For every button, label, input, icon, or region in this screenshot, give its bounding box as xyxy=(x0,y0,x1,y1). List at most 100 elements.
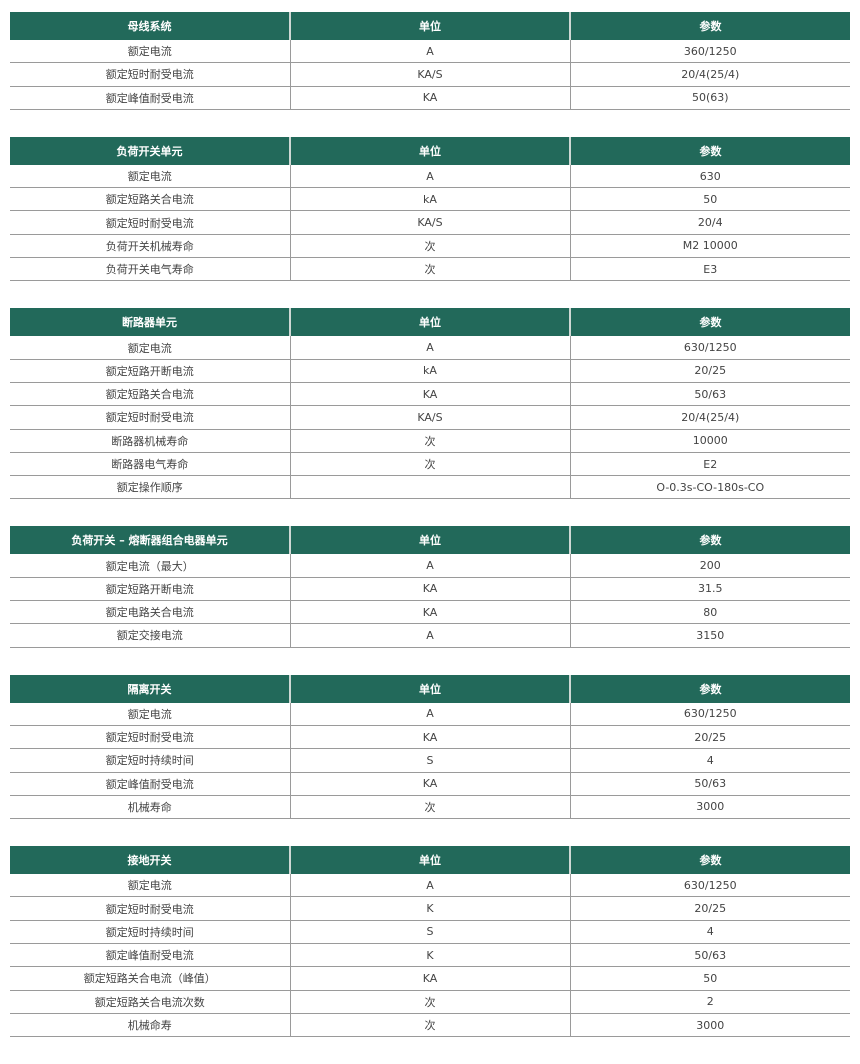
spec-table: 母线系统 单位 参数 额定电流 A 360/1250 额定短时耐受电流 KA/S 20/4(25… xyxy=(10,12,850,110)
param-value: 630/1250 xyxy=(569,336,850,360)
param-value: 50/63 xyxy=(569,943,850,968)
item-name: 负荷开关机械寿命 xyxy=(10,234,290,259)
table-row: 断路器机械寿命次 10000 xyxy=(10,429,850,453)
item-name: 额定短时持续时间 xyxy=(10,920,290,945)
table-header-row: 隔离开关 单位 参数 xyxy=(10,674,850,703)
item-name: 额定电流 xyxy=(10,336,290,360)
unit-cell: kA xyxy=(289,187,570,212)
table-row: 额定电流 A 360/1250 xyxy=(10,40,850,64)
table-row: 额定短路关合电流 kA 50 xyxy=(10,187,850,212)
param-value: 3000 xyxy=(569,795,850,820)
table-row: 额定短路关合电流（峰值） KA 50 xyxy=(10,966,850,991)
unit-cell: S xyxy=(289,920,570,945)
param-value: 50(63) xyxy=(569,86,850,110)
table-row: 额定短时持续时间 S 4 xyxy=(10,920,850,945)
unit-cell: KA/S xyxy=(289,405,570,430)
item-name: 额定短时耐受电流 xyxy=(10,405,290,430)
unit-cell: S xyxy=(289,748,570,773)
unit-header: 单位 xyxy=(289,308,570,337)
table-row: 额定峰值耐受电流 K 50/63 xyxy=(10,943,850,968)
unit-cell: A xyxy=(289,336,570,360)
item-name: 额定短时耐受电流 xyxy=(10,725,290,750)
table-row: 额定短时耐受电流 KA/S 20/4(25/4) xyxy=(10,405,850,430)
table-header-row: 母线系统 单位 参数 xyxy=(10,12,850,40)
table-row: 额定电流 A 630/1250 xyxy=(10,702,850,726)
param-value: 630/1250 xyxy=(569,874,850,898)
table-row: 额定电流 A 630 xyxy=(10,164,850,189)
unit-header: 单位 xyxy=(289,846,570,875)
param-header: 参数 xyxy=(569,846,850,875)
item-name: 机械寿命 xyxy=(10,795,290,820)
param-value: 360/1250 xyxy=(569,40,850,64)
item-name: 额定峰值耐受电流 xyxy=(10,943,290,968)
unit-cell: KA xyxy=(289,382,570,407)
table-row: 机械寿命次 3000 xyxy=(10,795,850,820)
param-value: 4 xyxy=(569,920,850,945)
unit-header: 单位 xyxy=(289,526,570,555)
param-value: 50/63 xyxy=(569,382,850,407)
item-name: 负荷开关电气寿命 xyxy=(10,257,290,282)
item-name: 额定短时耐受电流 xyxy=(10,210,290,235)
section-title: 隔离开关 xyxy=(10,674,290,703)
table-header-row: 负荷开关 – 熔断器组合电器单元 单位 参数 xyxy=(10,526,850,555)
param-value: 630 xyxy=(569,164,850,189)
param-value: 10000 xyxy=(569,429,850,453)
item-name: 额定峰值耐受电流 xyxy=(10,86,290,110)
item-name: 额定交接电流 xyxy=(10,623,290,648)
unit-cell: A xyxy=(289,623,570,648)
param-value: 2 xyxy=(569,990,850,1014)
param-value: M2 10000 xyxy=(569,234,850,259)
param-value: E3 xyxy=(569,257,850,282)
table-row: 负荷开关机械寿命次 M2 10000 xyxy=(10,234,850,259)
unit-cell: 次 xyxy=(289,990,570,1014)
spec-table: 断路器单元 单位 参数 额定电流 A 630/1250 额定短路开断电流 kA 20/25 额定短… xyxy=(10,308,850,500)
spec-table: 接地开关 单位 参数 额定电流 A 630/1250 额定短时耐受电流 K 20/25 额定短时持… xyxy=(10,846,850,1038)
param-value: 50 xyxy=(569,966,850,991)
param-header: 参数 xyxy=(569,526,850,555)
spec-table: 负荷开关单元 单位 参数 额定电流 A 630 额定短路关合电流 kA 50 额定短时耐受电流 KA… xyxy=(10,136,850,282)
table-header-row: 接地开关 单位 参数 xyxy=(10,846,850,875)
table-row: 额定短时耐受电流 K 20/25 xyxy=(10,896,850,921)
table-row: 额定电流（最大） A 200 xyxy=(10,554,850,578)
unit-cell: A xyxy=(289,40,570,64)
param-value: 50 xyxy=(569,187,850,212)
param-value: 20/4(25/4) xyxy=(569,405,850,430)
param-value: 31.5 xyxy=(569,577,850,602)
table-row: 额定短时耐受电流 KA/S 20/4(25/4) xyxy=(10,62,850,87)
table-row: 额定短路关合电流次数次 2 xyxy=(10,990,850,1014)
item-name: 额定电流（最大） xyxy=(10,554,290,578)
section-title: 断路器单元 xyxy=(10,308,290,337)
table-row: 负荷开关电气寿命次 E3 xyxy=(10,257,850,282)
unit-cell: 次 xyxy=(289,452,570,477)
section-title: 负荷开关 – 熔断器组合电器单元 xyxy=(10,526,290,555)
unit-cell xyxy=(289,475,570,500)
unit-cell: KA/S xyxy=(289,62,570,87)
table-row: 额定短时耐受电流 KA/S 20/4 xyxy=(10,210,850,235)
item-name: 额定短路开断电流 xyxy=(10,359,290,383)
table-row: 断路器电气寿命次 E2 xyxy=(10,452,850,477)
unit-cell: KA xyxy=(289,600,570,625)
table-row: 额定电路关合电流 KA 80 xyxy=(10,600,850,625)
unit-cell: KA xyxy=(289,772,570,796)
section-title: 母线系统 xyxy=(10,12,290,40)
unit-cell: 次 xyxy=(289,1013,570,1038)
item-name: 断路器电气寿命 xyxy=(10,452,290,477)
param-value: 630/1250 xyxy=(569,702,850,726)
table-header-row: 断路器单元 单位 参数 xyxy=(10,308,850,337)
item-name: 额定电流 xyxy=(10,40,290,64)
unit-cell: K xyxy=(289,943,570,968)
table-row: 额定短路开断电流 kA 20/25 xyxy=(10,359,850,383)
item-name: 额定短路关合电流（峰值） xyxy=(10,966,290,991)
item-name: 额定短路关合电流次数 xyxy=(10,990,290,1014)
item-name: 机械命寿 xyxy=(10,1013,290,1038)
unit-header: 单位 xyxy=(289,674,570,703)
spec-tables: 母线系统 单位 参数 额定电流 A 360/1250 额定短时耐受电流 KA/S 20/4(25… xyxy=(10,12,850,1064)
unit-cell: KA xyxy=(289,966,570,991)
unit-cell: KA xyxy=(289,725,570,750)
unit-cell: 次 xyxy=(289,429,570,453)
item-name: 额定短时耐受电流 xyxy=(10,62,290,87)
param-value: 200 xyxy=(569,554,850,578)
param-value: 3150 xyxy=(569,623,850,648)
item-name: 额定短路开断电流 xyxy=(10,577,290,602)
table-row: 额定操作顺序 O-0.3s-CO-180s-CO xyxy=(10,475,850,500)
